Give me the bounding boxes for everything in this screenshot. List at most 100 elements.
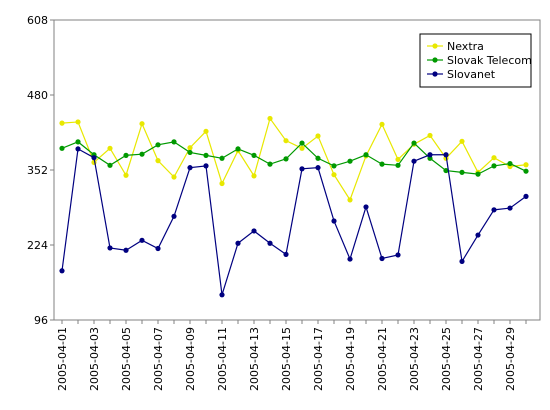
data-point-nextra [427,132,433,139]
series-slovak-telecom [59,139,529,177]
legend-label-nextra: Nextra [447,40,484,53]
data-point-slovak-telecom [475,171,481,177]
data-point-slovak-telecom [75,139,81,145]
data-point-slovanet [331,218,337,224]
legend-marker-slovanet [432,71,438,77]
data-point-slovak-telecom [331,163,337,169]
series-line-slovanet [61,147,527,295]
y-tick-label: 96 [34,314,48,327]
data-point-slovanet [187,165,193,171]
data-point-nextra [203,128,209,134]
data-point-nextra [107,145,113,151]
data-point-slovak-telecom [523,168,529,174]
data-point-slovak-telecom [283,156,289,162]
data-point-slovak-telecom [251,152,257,158]
data-point-slovak-telecom [379,161,385,167]
data-point-slovanet [267,240,273,246]
data-point-slovanet [315,165,321,171]
x-tick-label: 2005-04-29 [504,327,517,391]
series-slovanet [59,146,529,298]
data-point-slovanet [523,193,529,199]
data-point-nextra [395,156,401,163]
data-point-slovanet [139,237,145,243]
data-point-slovak-telecom [123,152,129,158]
data-point-slovak-telecom [459,169,465,175]
y-tick-label: 608 [27,14,48,27]
data-point-nextra [219,180,225,187]
data-point-slovak-telecom [59,145,65,151]
y-axis: 96 224 352 480 608 [27,14,54,327]
data-point-slovak-telecom [219,155,225,161]
x-tick-label: 2005-04-07 [152,327,165,391]
data-point-slovak-telecom [347,158,353,164]
data-point-nextra [523,162,529,168]
data-point-slovanet [443,152,449,158]
data-point-slovanet [235,240,241,246]
data-point-nextra [251,173,257,179]
data-point-slovak-telecom [171,139,177,145]
data-point-slovanet [251,228,257,234]
data-point-slovak-telecom [139,151,145,157]
data-point-nextra [123,172,129,178]
legend-marker-nextra [432,43,438,49]
data-point-slovak-telecom [107,162,113,168]
data-point-slovak-telecom [235,146,241,152]
data-point-slovak-telecom [395,162,401,168]
legend-box [419,33,532,88]
x-tick-label: 2005-04-09 [184,327,197,391]
data-point-slovanet [475,232,481,238]
data-point-slovak-telecom [299,140,305,146]
x-tick-label: 2005-04-03 [88,327,101,391]
series-layer [59,115,529,298]
data-point-slovanet [171,213,177,219]
data-point-slovak-telecom [507,160,513,167]
legend-label-slovak-telecom: Slovak Telecom [447,54,532,67]
data-point-slovanet [75,146,81,152]
data-point-slovak-telecom [155,142,161,148]
y-tick-label: 224 [27,239,48,252]
data-point-nextra [171,174,177,180]
data-point-slovanet [507,205,513,211]
x-tick-label: 2005-04-05 [120,327,133,391]
y-tick-label: 352 [27,164,48,177]
data-point-nextra [59,120,65,126]
x-tick-label: 2005-04-01 [56,327,69,391]
data-point-slovanet [347,256,353,262]
x-tick-label: 2005-04-27 [472,327,485,391]
data-point-slovak-telecom [267,161,273,167]
data-point-nextra [491,155,497,161]
data-point-slovak-telecom [315,155,321,161]
data-point-nextra [75,119,81,125]
x-tick-label: 2005-04-13 [248,327,261,391]
data-point-nextra [283,138,289,144]
series-nextra [59,115,529,203]
data-point-nextra [299,145,305,151]
data-point-slovanet [299,166,305,172]
data-point-slovanet [123,247,129,253]
x-axis: 2005-04-01 2005-04-03 2005-04-05 2005-04-07… [56,320,527,391]
x-tick-label: 2005-04-11 [216,327,229,391]
data-point-slovak-telecom [203,152,209,158]
x-tick-label: 2005-04-23 [408,327,421,391]
y-tick-label: 480 [27,89,48,102]
legend-marker-slovak-telecom [432,57,438,63]
data-point-nextra [459,138,465,144]
data-point-slovanet [155,245,161,252]
x-tick-label: 2005-04-15 [280,327,293,391]
data-point-slovanet [395,252,401,258]
data-point-slovanet [203,163,209,169]
data-point-slovak-telecom [443,167,449,174]
x-tick-label: 2005-04-21 [376,327,389,391]
data-point-nextra [379,121,385,127]
data-point-slovanet [379,255,385,262]
data-point-nextra [155,158,161,164]
data-point-slovanet [107,245,113,251]
legend-label-slovanet: Slovanet [447,68,496,81]
x-tick-label: 2005-04-19 [344,327,357,391]
data-point-slovanet [491,207,497,213]
data-point-nextra [139,121,145,127]
data-point-slovanet [91,155,97,161]
data-point-slovanet [283,251,289,257]
